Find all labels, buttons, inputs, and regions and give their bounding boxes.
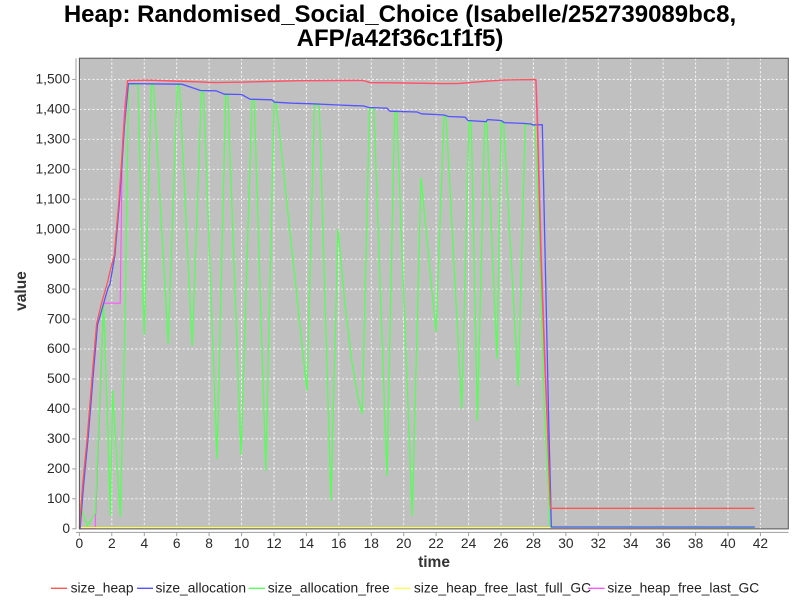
svg-text:8: 8: [205, 536, 213, 551]
svg-text:34: 34: [623, 536, 639, 551]
svg-text:14: 14: [299, 536, 315, 551]
svg-text:4: 4: [140, 536, 148, 551]
svg-text:24: 24: [461, 536, 477, 551]
svg-text:36: 36: [655, 536, 671, 551]
svg-text:12: 12: [266, 536, 281, 551]
svg-text:size_heap_free_last_GC: size_heap_free_last_GC: [607, 581, 759, 596]
svg-text:500: 500: [47, 371, 70, 386]
svg-text:2: 2: [108, 536, 116, 551]
svg-text:300: 300: [47, 431, 70, 446]
svg-text:0: 0: [76, 536, 84, 551]
svg-text:18: 18: [364, 536, 380, 551]
svg-text:20: 20: [396, 536, 412, 551]
svg-text:size_allocation: size_allocation: [156, 581, 247, 596]
svg-text:AFP/a42f36c1f1f5): AFP/a42f36c1f1f5): [297, 25, 504, 52]
svg-text:100: 100: [47, 491, 70, 506]
svg-text:22: 22: [428, 536, 443, 551]
svg-text:26: 26: [493, 536, 509, 551]
svg-text:time: time: [418, 554, 450, 571]
svg-text:6: 6: [173, 536, 181, 551]
svg-text:1,100: 1,100: [35, 191, 70, 206]
svg-text:800: 800: [47, 281, 70, 296]
svg-text:value: value: [13, 271, 30, 311]
svg-text:900: 900: [47, 251, 70, 266]
svg-text:10: 10: [234, 536, 250, 551]
svg-text:1,000: 1,000: [35, 221, 70, 236]
svg-text:Heap: Randomised_Social_Choice: Heap: Randomised_Social_Choice (Isabelle…: [64, 1, 736, 28]
svg-text:1,500: 1,500: [35, 72, 70, 87]
svg-text:1,200: 1,200: [35, 162, 70, 177]
svg-text:42: 42: [753, 536, 768, 551]
svg-text:30: 30: [558, 536, 574, 551]
svg-text:1,300: 1,300: [35, 132, 70, 147]
svg-text:0: 0: [62, 521, 70, 536]
svg-text:600: 600: [47, 341, 70, 356]
svg-text:32: 32: [591, 536, 606, 551]
svg-text:400: 400: [47, 401, 70, 416]
svg-text:1,400: 1,400: [35, 102, 70, 117]
svg-text:40: 40: [720, 536, 736, 551]
svg-text:size_allocation_free: size_allocation_free: [268, 581, 390, 596]
svg-text:size_heap_free_last_full_GC: size_heap_free_last_full_GC: [414, 581, 591, 596]
svg-text:size_heap: size_heap: [71, 581, 134, 596]
svg-text:38: 38: [688, 536, 704, 551]
svg-text:200: 200: [47, 461, 70, 476]
svg-text:16: 16: [331, 536, 347, 551]
svg-text:28: 28: [526, 536, 542, 551]
svg-text:700: 700: [47, 311, 70, 326]
